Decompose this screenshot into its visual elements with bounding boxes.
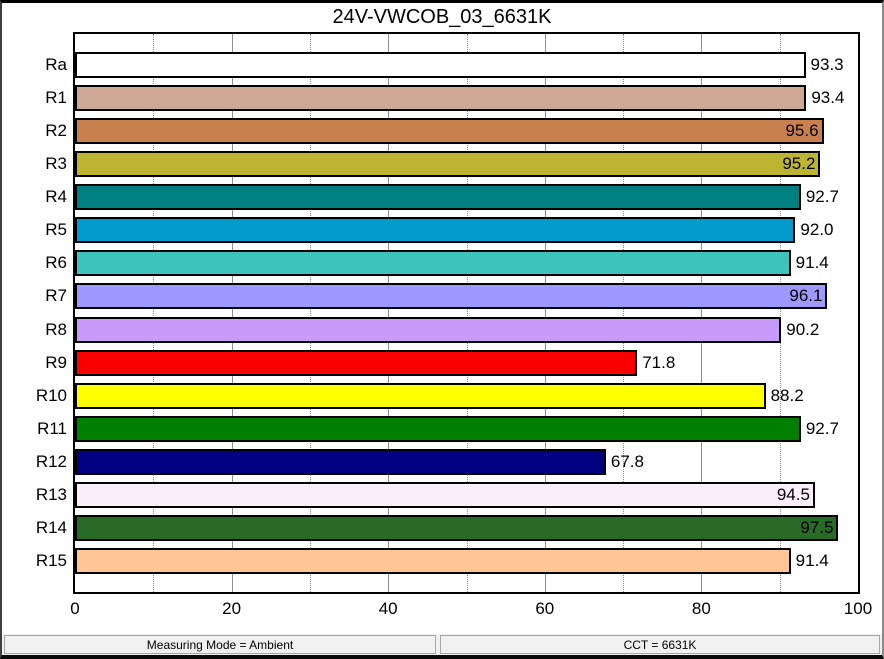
y-axis-label-r10: R10 bbox=[35, 385, 67, 405]
y-axis-label-r13: R13 bbox=[35, 484, 67, 504]
bar-value-label-r7: 96.1 bbox=[789, 286, 823, 306]
y-axis-label-r2: R2 bbox=[45, 121, 67, 141]
bar-r8 bbox=[75, 316, 782, 343]
bar-value-label-r10: 88.2 bbox=[770, 385, 804, 405]
bar-value-label-ra: 93.3 bbox=[810, 55, 844, 74]
y-axis-label-r15: R15 bbox=[35, 550, 67, 570]
bar-value-label-r2: 95.6 bbox=[785, 121, 819, 141]
y-axis-label-r3: R3 bbox=[45, 154, 67, 174]
bar-row-r3: R3 95.2 bbox=[45, 151, 858, 178]
gridline-solid-80 bbox=[701, 34, 703, 592]
x-axis-tick-label-20: 20 bbox=[222, 599, 242, 618]
bar-r13 bbox=[75, 481, 815, 508]
gridline-dotted-10 bbox=[153, 34, 155, 592]
bar-row-r11: R11 92.7 bbox=[37, 415, 858, 442]
bar-r15 bbox=[75, 547, 791, 574]
status-bar: Measuring Mode = Ambient CCT = 6631K bbox=[2, 634, 882, 655]
bar-r4 bbox=[75, 184, 801, 211]
bar-row-r7: R7 96.1 bbox=[45, 283, 858, 310]
gridline-dotted-50 bbox=[466, 34, 468, 592]
bar-value-label-r4: 92.7 bbox=[805, 187, 839, 207]
y-axis-label-r7: R7 bbox=[45, 286, 67, 306]
y-axis-label-r6: R6 bbox=[45, 253, 67, 273]
gridline-dotted-90 bbox=[779, 34, 781, 592]
bar-r9 bbox=[75, 349, 638, 376]
bar-value-label-r6: 91.4 bbox=[795, 253, 829, 273]
bar-row-r12: R12 67.8 bbox=[36, 448, 858, 475]
y-axis-label-r8: R8 bbox=[45, 319, 67, 339]
bar-value-label-r15: 91.4 bbox=[795, 550, 829, 570]
x-axis-tick-label-0: 0 bbox=[70, 599, 80, 618]
y-axis-label-r1: R1 bbox=[45, 88, 67, 108]
y-axis-label-r14: R14 bbox=[35, 517, 67, 537]
x-axis-tick-label-100: 100 bbox=[843, 599, 873, 618]
y-axis-label-ra: Ra bbox=[45, 55, 67, 74]
bar-row-r1: R1 93.4 bbox=[45, 85, 858, 112]
bar-row-r8: R8 90.2 bbox=[45, 316, 858, 343]
bar-row-r15: R15 91.4 bbox=[36, 547, 858, 574]
y-axis-label-r12: R12 bbox=[35, 451, 67, 471]
status-panel-measuring-mode: Measuring Mode = Ambient bbox=[4, 635, 436, 654]
y-axis-label-r4: R4 bbox=[45, 187, 67, 207]
bar-row-r2: R2 95.6 bbox=[45, 118, 858, 145]
y-axis-label-r9: R9 bbox=[45, 352, 67, 372]
x-axis-tick-label-80: 80 bbox=[691, 599, 711, 618]
bar-r11 bbox=[75, 415, 801, 442]
bar-r1 bbox=[75, 85, 807, 112]
bar-row-ra: Ra 93.3 bbox=[45, 52, 858, 78]
bar-row-r6: R6 91.4 bbox=[45, 250, 858, 277]
bar-value-label-r9: 71.8 bbox=[642, 352, 676, 372]
bar-value-label-r8: 90.2 bbox=[786, 319, 820, 339]
bar-value-label-r5: 92.0 bbox=[800, 220, 834, 240]
chart-title: 24V-VWCOB_03_6631K bbox=[332, 6, 552, 28]
gridline-solid-40 bbox=[388, 34, 390, 592]
bar-r12 bbox=[75, 448, 606, 475]
x-axis-tick-label-60: 60 bbox=[535, 599, 555, 618]
bar-value-label-r3: 95.2 bbox=[782, 154, 816, 174]
bar-r2 bbox=[75, 118, 824, 145]
gridline-dotted-30 bbox=[309, 34, 311, 592]
bar-value-label-r1: 93.4 bbox=[811, 88, 845, 108]
bar-r14 bbox=[75, 514, 839, 541]
gridline-dotted-70 bbox=[623, 34, 625, 592]
bar-value-label-r12: 67.8 bbox=[610, 451, 644, 471]
bar-r5 bbox=[75, 217, 796, 244]
gridline-solid-60 bbox=[544, 34, 546, 592]
x-axis-tick-label-40: 40 bbox=[378, 599, 398, 618]
bar-value-label-r14: 97.5 bbox=[800, 517, 834, 537]
y-axis-label-r5: R5 bbox=[45, 220, 67, 240]
bar-r7 bbox=[75, 283, 828, 310]
gridline-solid-20 bbox=[231, 34, 233, 592]
status-panel-cct: CCT = 6631K bbox=[440, 635, 880, 654]
bar-row-r13: R13 94.5 bbox=[36, 481, 858, 508]
bar-value-label-r13: 94.5 bbox=[776, 484, 810, 504]
bar-row-r4: R4 92.7 bbox=[45, 184, 858, 211]
bar-row-r14: R14 97.5 bbox=[36, 514, 858, 541]
plot-area: 0 20 40 60 80 100 Ra 93.3 R1 93.4 R2 95.6 R3 95.2 R4 9… bbox=[36, 32, 872, 618]
y-axis-label-r11: R11 bbox=[37, 418, 67, 438]
bar-row-r10: R10 88.2 bbox=[36, 382, 858, 409]
x-axis: 0 20 40 60 80 100 bbox=[70, 599, 872, 619]
bar-r3 bbox=[75, 151, 821, 178]
bar-ra bbox=[75, 52, 806, 78]
bar-value-label-r11: 92.7 bbox=[805, 418, 839, 438]
bar-row-r5: R5 92.0 bbox=[45, 217, 858, 244]
bar-row-r9: R9 71.8 bbox=[45, 349, 858, 376]
bar-r10 bbox=[75, 382, 766, 409]
bar-r6 bbox=[75, 250, 791, 277]
